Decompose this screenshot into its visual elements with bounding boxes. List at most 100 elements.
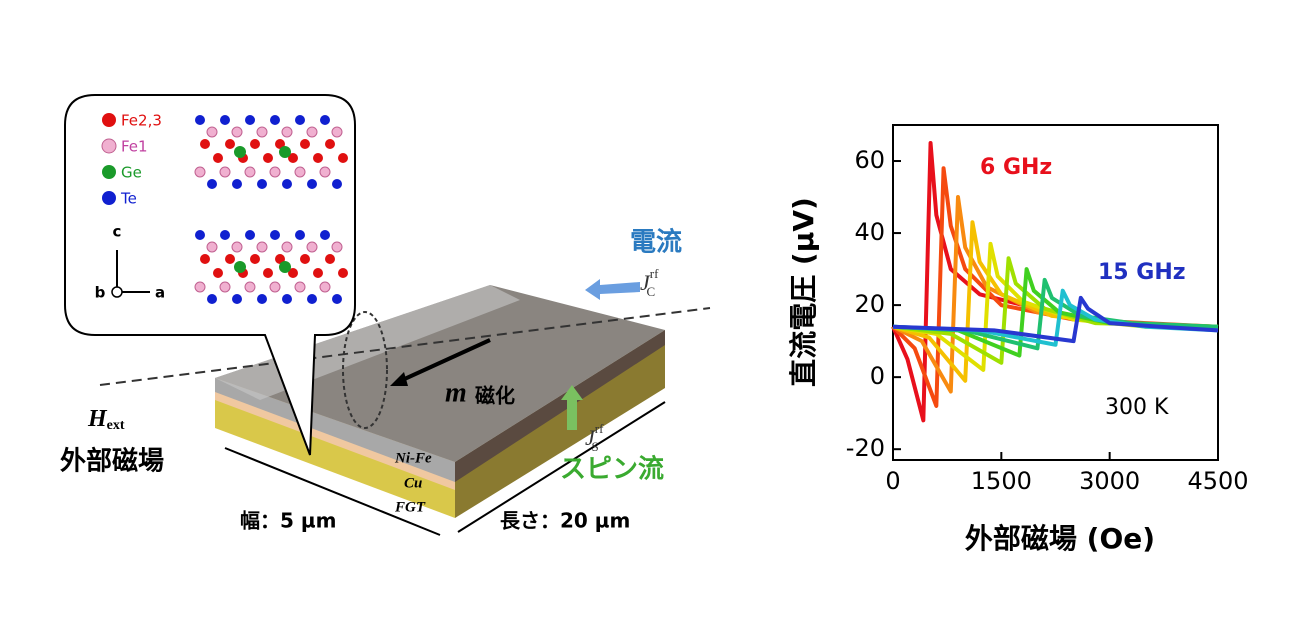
legend-label: Te	[120, 190, 137, 208]
current-arrow	[585, 279, 640, 300]
x-tick-label: 3000	[1079, 467, 1140, 495]
atom	[338, 268, 348, 278]
atom	[331, 126, 343, 138]
atom	[306, 126, 318, 138]
atom	[244, 166, 256, 178]
series-line	[891, 166, 1219, 408]
atom	[200, 254, 210, 264]
series-line	[892, 256, 1219, 365]
annotation: 6 GHz	[980, 155, 1052, 180]
crystal-structure	[194, 115, 348, 304]
plot-frame	[892, 124, 1219, 461]
m-label: 磁化	[475, 384, 515, 408]
layer-label: Cu	[404, 475, 422, 491]
symbol-sub: C	[646, 284, 655, 299]
layer-label: Ni-Fe	[394, 450, 432, 466]
atom	[320, 230, 330, 240]
atom	[256, 241, 268, 253]
atom	[288, 268, 298, 278]
legend-dot	[102, 113, 116, 127]
atom	[219, 281, 231, 293]
atom	[270, 115, 280, 125]
atom	[256, 126, 268, 138]
side-nife	[455, 330, 665, 482]
nife-front	[215, 378, 455, 482]
axis-label: b	[95, 284, 106, 302]
atom	[282, 294, 292, 304]
symbol-main: J	[585, 425, 596, 450]
atom	[195, 115, 205, 125]
legend-dot	[102, 165, 116, 179]
current-label: 電流	[630, 228, 682, 258]
atom	[245, 115, 255, 125]
atom	[294, 166, 306, 178]
x-tick-label: 1500	[971, 467, 1032, 495]
axis-label: a	[155, 284, 165, 302]
y-tick-label: 0	[870, 362, 885, 390]
y-tick-label: 60	[854, 146, 885, 174]
precession	[342, 311, 388, 429]
atom	[206, 241, 218, 253]
x-axis-title: 外部磁場 (Oe)	[965, 522, 1155, 555]
spin-arrow	[561, 385, 583, 430]
symbol-sub: S	[591, 439, 598, 454]
legend-dot	[101, 138, 117, 154]
atom	[325, 254, 335, 264]
m-symbol: m	[445, 377, 467, 408]
legend-dot	[102, 191, 116, 205]
atom	[194, 166, 206, 178]
atom	[338, 153, 348, 163]
x-tick-label: 4500	[1187, 467, 1248, 495]
length-dim	[457, 401, 666, 533]
atom	[279, 261, 291, 273]
atom	[257, 179, 267, 189]
width-dim	[224, 447, 441, 536]
atom	[220, 230, 230, 240]
m-arrowhead	[390, 372, 408, 386]
atom	[257, 294, 267, 304]
atom	[294, 281, 306, 293]
x-tick-label: 0	[885, 467, 900, 495]
atom	[250, 139, 260, 149]
atom	[206, 126, 218, 138]
atom	[325, 139, 335, 149]
atom	[281, 241, 293, 253]
current-symbol: Jrf C	[640, 266, 659, 299]
atom	[225, 139, 235, 149]
atom	[313, 153, 323, 163]
atom	[231, 126, 243, 138]
atom	[307, 294, 317, 304]
y-axis-title: 直流電圧 (µV)	[787, 197, 820, 387]
annotation: 15 GHz	[1098, 260, 1186, 285]
atom	[275, 254, 285, 264]
y-tick-label: 20	[854, 290, 885, 318]
atom	[279, 146, 291, 158]
legend-label: Fe2,3	[121, 112, 162, 130]
atom	[331, 241, 343, 253]
b-axis	[111, 286, 123, 298]
atom	[282, 179, 292, 189]
atom	[270, 230, 280, 240]
symbol-sub: ext	[107, 418, 125, 433]
spin-label: スピン流	[560, 455, 664, 485]
atom	[225, 254, 235, 264]
atom	[220, 115, 230, 125]
atom	[319, 166, 331, 178]
atom	[250, 254, 260, 264]
atom	[332, 294, 342, 304]
atom	[244, 281, 256, 293]
atom	[232, 294, 242, 304]
atom	[245, 230, 255, 240]
series-line	[891, 141, 1024, 423]
m-arrow	[397, 338, 491, 384]
field-symbol: Hext	[87, 406, 125, 434]
length-label: 長さ：20 µm	[500, 509, 630, 533]
atom	[200, 139, 210, 149]
atom	[213, 268, 223, 278]
symbol-sup: rf	[595, 421, 604, 436]
atom	[306, 241, 318, 253]
width-label: 幅：5 µm	[240, 509, 336, 533]
atom	[300, 139, 310, 149]
atom	[300, 254, 310, 264]
